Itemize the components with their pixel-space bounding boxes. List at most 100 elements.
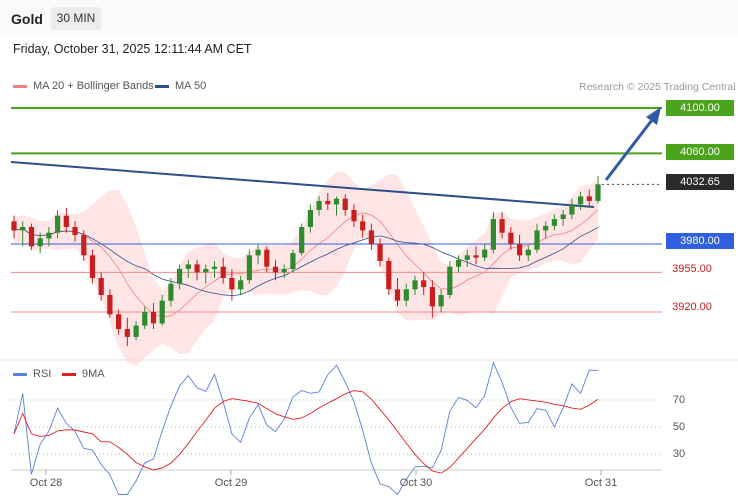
candle-body — [272, 266, 279, 273]
candle-body — [438, 295, 444, 307]
legend-9ma-label: 9MA — [82, 368, 105, 380]
candle-body — [63, 215, 69, 227]
candle-body — [55, 215, 61, 233]
candle-body — [560, 214, 566, 219]
legend-rsi-label: RSI — [33, 368, 52, 380]
candle-body — [72, 227, 78, 235]
level-label-4060: 4060.00 — [666, 144, 734, 160]
candle-body — [89, 255, 96, 278]
candle-body — [220, 266, 226, 278]
ma20-line — [13, 209, 599, 318]
candle-body — [98, 278, 104, 295]
candle-body — [299, 227, 305, 254]
candle-body — [456, 259, 462, 267]
candle-body — [246, 255, 252, 281]
candle-body — [342, 198, 348, 210]
candle-body — [525, 249, 531, 256]
rsi-line — [13, 361, 599, 496]
candle-body — [194, 264, 200, 273]
level-label-4100: 4100.00 — [666, 100, 734, 116]
candle-body — [316, 200, 322, 210]
target-arrow-shaft — [604, 119, 654, 181]
chart-datetime: Friday, October 31, 2025 12:11:44 AM CET — [13, 42, 252, 56]
candle-body — [578, 196, 584, 205]
legend-9ma: 9MA — [62, 368, 105, 380]
candle-body — [586, 196, 592, 201]
candle-body — [20, 227, 26, 231]
x-label-oct30: Oct 30 — [399, 477, 433, 489]
candle-body — [124, 329, 130, 337]
candle-body — [185, 264, 191, 269]
x-label-oct29: Oct 29 — [214, 477, 248, 489]
x-label-oct28: Oct 28 — [29, 477, 63, 489]
candle-body — [107, 295, 113, 315]
candle-body — [429, 287, 435, 307]
candle-body — [150, 312, 157, 324]
legend-ma50-label: MA 50 — [175, 80, 207, 92]
candle-body — [307, 210, 313, 227]
candle-body — [281, 268, 287, 273]
candle-body — [203, 268, 209, 273]
candle-body — [412, 280, 418, 290]
level-label-3980: 3980.00 — [666, 233, 734, 249]
candle-body — [229, 278, 235, 290]
rsi-tick-50: 50 — [672, 421, 686, 433]
candle-body — [482, 249, 488, 258]
top-bar — [0, 0, 738, 37]
candle-body — [517, 244, 523, 256]
candle-body — [490, 219, 496, 250]
legend-ma50: MA 50 — [155, 80, 206, 92]
candle-body — [569, 204, 575, 215]
candle-body — [508, 232, 514, 244]
candle-body — [473, 255, 479, 258]
rsi-tick-30: 30 — [672, 448, 686, 460]
candle-body — [447, 266, 453, 295]
legend-rsi: RSI — [13, 368, 51, 380]
symbol-title: Gold — [11, 11, 43, 27]
candle-body — [142, 312, 148, 326]
candle-body — [377, 244, 383, 261]
level-label-3920: 3920.00 — [672, 301, 712, 313]
candle-body — [325, 200, 331, 205]
candle-body — [133, 325, 139, 337]
candle-body — [386, 261, 392, 290]
candle-body — [333, 198, 340, 205]
candle-body — [368, 230, 374, 244]
panel-divider — [0, 359, 738, 361]
legend-ma20-label: MA 20 + Bollinger Bands — [33, 80, 154, 92]
candle-body — [11, 221, 17, 231]
candle-body — [46, 232, 52, 239]
candle-body — [551, 219, 557, 226]
rsi-tick-70: 70 — [672, 394, 686, 406]
level-label-3955: 3955.00 — [672, 263, 712, 275]
ma50-line — [13, 227, 599, 297]
candle-body — [351, 210, 357, 222]
ma20-swatch — [13, 84, 27, 88]
candle-body — [264, 249, 270, 267]
candle-body — [394, 289, 401, 301]
ma50-swatch — [155, 84, 169, 88]
candle-body — [116, 314, 122, 329]
candle-body — [255, 249, 261, 256]
candle-body — [464, 255, 470, 260]
candle-body — [360, 221, 366, 231]
candle-body — [211, 266, 218, 269]
candle-body — [499, 219, 505, 233]
candle-body — [177, 268, 183, 284]
timeframe-button[interactable]: 30 MIN — [51, 7, 101, 30]
candle-body — [403, 289, 409, 301]
trend-line — [10, 161, 595, 208]
candle-body — [290, 253, 296, 269]
candle-body — [28, 227, 35, 247]
candle-body — [534, 230, 540, 250]
x-label-oct31: Oct 31 — [584, 477, 618, 489]
target-arrow-head — [646, 107, 661, 125]
rsi-swatch — [13, 372, 27, 376]
legend-ma20: MA 20 + Bollinger Bands — [13, 80, 154, 92]
candle-body — [159, 300, 165, 324]
ma9-swatch — [62, 372, 76, 376]
copyright-text: Research © 2025 Trading Central — [579, 81, 736, 93]
candle-body — [168, 283, 174, 301]
rsi-panel — [3, 362, 736, 497]
